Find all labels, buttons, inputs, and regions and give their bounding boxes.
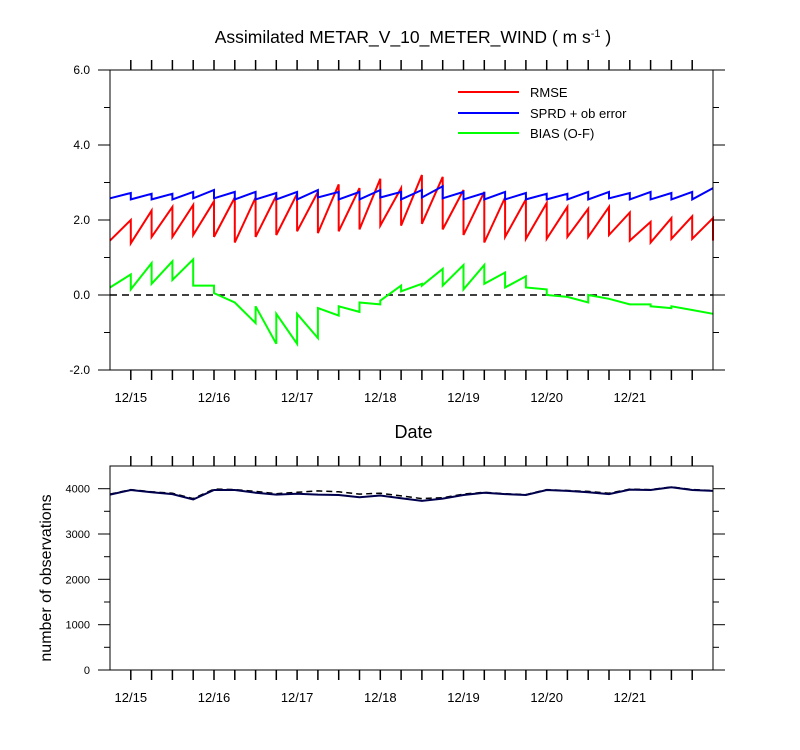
top-x-tick-label: 12/21 [614,390,647,405]
bottom-x-tick-label: 12/21 [614,690,647,705]
bias-line [109,257,714,347]
top-x-tick-label: 12/18 [364,390,397,405]
bottom-series-layer [109,486,714,502]
bottom-x-tick-label: 12/20 [530,690,563,705]
bottom-y-tick-label: 3000 [66,529,90,541]
chart-title-superscript: -1 [591,28,601,40]
bottom-axis-ticks: 12/15 12/16 12/17 12/18 12/19 12/20 12/21 0 1000… [66,456,725,705]
top-x-axis-label: Date [394,422,432,442]
top-y-tick-label: 2.0 [73,213,90,227]
top-y-tick-label: 6.0 [73,63,90,77]
top-axis-ticks: 12/15 12/16 12/17 12/18 12/19 12/20 12/21 -2.0 0… [69,60,725,405]
top-x-tick-label: 12/16 [198,390,231,405]
bottom-y-tick-label: 1000 [66,620,90,632]
bottom-x-tick-label: 12/16 [198,690,231,705]
bottom-x-tick-label: 12/18 [364,690,397,705]
rmse-line [109,174,714,247]
top-panel: 12/15 12/16 12/17 12/18 12/19 12/20 12/21 -2.0 0… [69,60,725,442]
chart-title-end: ) [601,27,612,47]
bottom-y-tick-label: 4000 [66,484,90,496]
top-x-tick-label: 12/19 [447,390,480,405]
top-y-tick-label: -2.0 [69,363,90,377]
legend-label-bias-line: BIAS (O-F) [530,126,594,141]
obs-used-line [109,486,714,502]
bottom-x-tick-label: 12/19 [447,690,480,705]
bottom-plot-frame [109,465,714,671]
bottom-y-axis-label: number of observations [38,494,55,661]
bottom-y-tick-label: 0 [84,665,90,677]
legend: RMSE SPRD + ob error BIAS (O-F) [458,85,627,141]
top-x-tick-label: 12/20 [530,390,563,405]
top-x-tick-label: 12/17 [281,390,314,405]
bottom-x-tick-label: 12/17 [281,690,314,705]
top-y-tick-label: 0.0 [73,288,90,302]
legend-label-sprd-line: SPRD + ob error [530,106,627,121]
top-x-tick-label: 12/15 [115,390,148,405]
chart-title: Assimilated METAR_V_10_METER_WIND ( m s-… [215,27,612,48]
bottom-x-tick-label: 12/15 [115,690,148,705]
legend-label-rmse-line: RMSE [530,85,568,100]
top-series-layer [109,174,714,347]
sprd-line [109,184,714,202]
top-y-tick-label: 4.0 [73,138,90,152]
bottom-panel: 12/15 12/16 12/17 12/18 12/19 12/20 12/21 0 1000… [38,456,725,705]
bottom-y-tick-label: 2000 [66,574,90,586]
chart-title-text: Assimilated METAR_V_10_METER_WIND ( m s [215,27,591,48]
